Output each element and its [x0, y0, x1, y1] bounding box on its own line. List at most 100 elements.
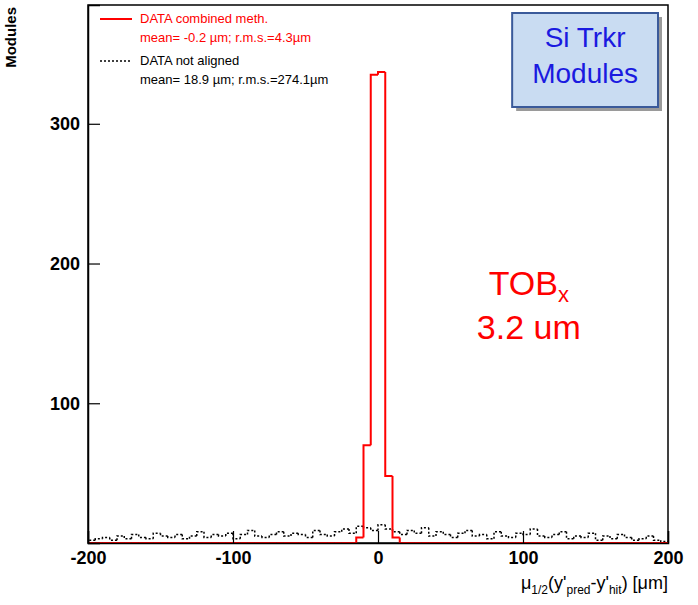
x-tick-label: 0 [373, 548, 383, 568]
histogram-bin [414, 530, 421, 533]
histogram-bin [501, 532, 508, 536]
histogram-bin [574, 536, 581, 539]
series [88, 525, 668, 543]
legend-label: DATA combined meth. [140, 11, 268, 26]
histogram-bin [298, 533, 305, 534]
legend-stats: mean= 18.9 µm; r.m.s.=274.1µm [140, 72, 328, 87]
x-tick: 200 [653, 531, 683, 568]
x-axis-title-part: ) [μm] [622, 573, 668, 593]
title-box-background [512, 13, 658, 107]
histogram-bin [480, 535, 487, 536]
histogram-bin [342, 529, 349, 532]
histogram-bin [197, 532, 204, 536]
histogram-bin [400, 532, 407, 535]
histogram-bin [117, 536, 124, 540]
y-tick: 300 [50, 114, 100, 134]
y-tick-label: 100 [50, 394, 80, 414]
histogram-bin [472, 530, 479, 536]
x-tick-mark [233, 531, 234, 543]
histogram-bin [385, 525, 392, 529]
x-tick-label: 100 [508, 548, 538, 568]
histogram-bin [458, 533, 465, 537]
annotation-text: TOB [489, 264, 558, 302]
histogram-bin [240, 535, 247, 539]
histogram-bin [530, 529, 537, 535]
histogram-bin [393, 476, 400, 537]
histogram-bin [646, 536, 653, 539]
histogram-bin [182, 535, 189, 539]
histogram-bin [538, 529, 545, 536]
histogram-bin [661, 540, 668, 543]
histogram-bin [284, 532, 291, 536]
histogram-bin [603, 536, 610, 540]
histogram-bin [393, 529, 400, 532]
histogram-bin [248, 530, 255, 534]
y-axis-title: Modules [2, 7, 19, 68]
x-axis-title-part: pred [566, 583, 590, 597]
x-tick-mark [523, 531, 524, 543]
histogram-bin [356, 537, 363, 543]
histogram-bin [443, 532, 450, 535]
histogram-bin [378, 72, 385, 75]
title: Si Trkr [545, 22, 626, 53]
annotation: TOBx [489, 264, 569, 307]
histogram-bin [378, 525, 385, 531]
histogram-bin [255, 530, 262, 536]
y-tick-label: 300 [50, 114, 80, 134]
histogram-bin [371, 75, 378, 445]
histogram-bin [509, 536, 516, 537]
y-tick-mark [88, 403, 100, 404]
histogram-bin [320, 530, 327, 534]
series [88, 72, 668, 543]
histogram-bin [371, 528, 378, 531]
histogram-bin [567, 532, 574, 539]
histogram-bin [95, 539, 102, 540]
histogram-bin [617, 535, 624, 539]
histogram-bin [654, 536, 661, 540]
histogram-bin [494, 532, 501, 539]
histogram-bin [306, 535, 313, 538]
x-axis-title-part: -y' [591, 573, 609, 593]
x-axis-title-part: 1/2 [531, 583, 548, 597]
legend: DATA combined meth. mean= -0.2 µm; r.m.s.… [100, 11, 328, 87]
histogram-bin [335, 532, 342, 536]
plot-area [88, 72, 668, 543]
histogram-bin [364, 526, 371, 527]
legend-swatch [100, 18, 132, 20]
histogram-bin [545, 536, 552, 537]
legend-label: DATA not aligned [140, 53, 239, 68]
histogram-bin [226, 533, 233, 536]
x-axis-title-part: (y' [548, 573, 566, 593]
histogram-bin [465, 530, 472, 533]
histogram-bin [277, 532, 284, 535]
histogram-bin [581, 536, 588, 537]
histogram-bin [356, 526, 363, 533]
histogram-bin [262, 536, 269, 537]
x-tick-mark [378, 531, 379, 543]
histogram-bin [559, 532, 566, 535]
y-axis-line [89, 6, 101, 544]
histogram-bin [132, 535, 139, 539]
histogram-bin [124, 536, 131, 539]
x-tick-label: 200 [653, 548, 683, 568]
histogram-bin [161, 533, 168, 536]
plot-frame [88, 5, 668, 543]
histogram-bin [596, 533, 603, 540]
legend-stats: mean= -0.2 µm; r.m.s.=4.3µm [140, 30, 311, 45]
histogram-bin [269, 535, 276, 538]
legend-swatch [100, 60, 132, 62]
y-tick-mark [88, 263, 100, 264]
x-tick-label: -100 [215, 548, 251, 568]
histogram-bin [153, 533, 160, 539]
histogram-bin [168, 536, 175, 537]
y-tick-mark [88, 124, 100, 125]
histogram-bin [110, 537, 117, 540]
histogram-bin [407, 530, 414, 534]
histogram-bin [451, 535, 458, 538]
annotation-subscript: x [558, 282, 569, 307]
x-tick-label: -200 [70, 548, 106, 568]
histogram-bin [313, 530, 320, 537]
histogram-bin [175, 535, 182, 538]
x-tick: 100 [508, 531, 538, 568]
histogram-bin [588, 533, 595, 537]
